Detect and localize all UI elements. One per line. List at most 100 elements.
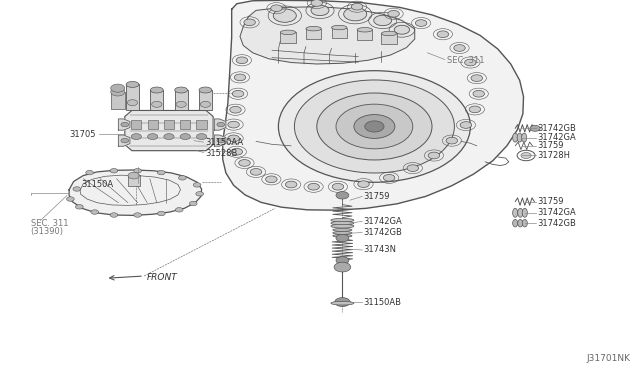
Circle shape bbox=[128, 172, 140, 179]
Circle shape bbox=[271, 5, 282, 12]
Circle shape bbox=[394, 25, 410, 34]
Circle shape bbox=[180, 134, 191, 140]
Ellipse shape bbox=[517, 133, 522, 142]
Text: 31150A: 31150A bbox=[82, 180, 114, 189]
Bar bbox=[175, 90, 188, 110]
Ellipse shape bbox=[199, 87, 212, 93]
Text: 31759: 31759 bbox=[364, 192, 390, 201]
Ellipse shape bbox=[357, 28, 372, 32]
Circle shape bbox=[285, 181, 297, 188]
Circle shape bbox=[121, 138, 129, 143]
Ellipse shape bbox=[175, 87, 188, 93]
Ellipse shape bbox=[381, 31, 397, 36]
Ellipse shape bbox=[331, 221, 354, 225]
Circle shape bbox=[200, 102, 211, 108]
Ellipse shape bbox=[513, 219, 518, 227]
Circle shape bbox=[415, 20, 427, 26]
Circle shape bbox=[446, 137, 458, 144]
Ellipse shape bbox=[333, 231, 352, 234]
Bar bbox=[332, 28, 347, 38]
Circle shape bbox=[239, 160, 250, 166]
Text: 31742GA: 31742GA bbox=[364, 217, 403, 226]
Circle shape bbox=[437, 31, 449, 38]
Circle shape bbox=[175, 208, 183, 212]
Ellipse shape bbox=[522, 208, 527, 217]
Circle shape bbox=[234, 74, 246, 81]
Text: 31742GB: 31742GB bbox=[538, 124, 577, 133]
Circle shape bbox=[147, 134, 157, 140]
Circle shape bbox=[196, 192, 204, 196]
Bar bbox=[199, 90, 212, 110]
Circle shape bbox=[311, 5, 329, 16]
Text: SEC. 311: SEC. 311 bbox=[447, 56, 484, 65]
Circle shape bbox=[110, 213, 118, 217]
Ellipse shape bbox=[513, 133, 518, 142]
Circle shape bbox=[336, 257, 349, 264]
Circle shape bbox=[244, 19, 255, 26]
Text: J31701NK: J31701NK bbox=[586, 354, 630, 363]
Polygon shape bbox=[69, 170, 202, 215]
Circle shape bbox=[110, 169, 118, 173]
Bar bbox=[196, 121, 207, 129]
Circle shape bbox=[374, 15, 392, 26]
Bar bbox=[111, 92, 125, 109]
Ellipse shape bbox=[331, 218, 354, 222]
Polygon shape bbox=[125, 110, 213, 151]
Text: 31759: 31759 bbox=[538, 197, 564, 206]
Ellipse shape bbox=[522, 133, 527, 142]
Circle shape bbox=[332, 183, 344, 190]
Circle shape bbox=[232, 90, 244, 97]
Circle shape bbox=[131, 134, 141, 140]
Circle shape bbox=[230, 106, 241, 113]
Ellipse shape bbox=[126, 81, 139, 87]
Circle shape bbox=[278, 71, 470, 182]
Text: 31150AA: 31150AA bbox=[205, 138, 243, 147]
Circle shape bbox=[134, 213, 141, 217]
Circle shape bbox=[111, 84, 125, 92]
Ellipse shape bbox=[306, 26, 321, 31]
Circle shape bbox=[471, 75, 483, 81]
Circle shape bbox=[176, 102, 186, 108]
Bar bbox=[280, 32, 296, 43]
Circle shape bbox=[351, 3, 363, 10]
Polygon shape bbox=[240, 7, 415, 64]
Bar bbox=[381, 33, 397, 44]
Circle shape bbox=[121, 122, 129, 127]
Circle shape bbox=[336, 192, 349, 199]
Bar bbox=[164, 121, 174, 129]
Circle shape bbox=[460, 122, 472, 128]
Bar bbox=[128, 175, 140, 186]
Circle shape bbox=[317, 93, 432, 160]
Circle shape bbox=[311, 0, 323, 6]
Circle shape bbox=[336, 104, 413, 149]
Ellipse shape bbox=[333, 228, 352, 231]
Circle shape bbox=[428, 152, 440, 159]
Polygon shape bbox=[214, 135, 226, 146]
Text: FRONT: FRONT bbox=[147, 273, 178, 282]
Text: 31742GA: 31742GA bbox=[538, 208, 577, 217]
Circle shape bbox=[273, 9, 296, 22]
Circle shape bbox=[383, 174, 395, 181]
Bar bbox=[306, 29, 321, 39]
Ellipse shape bbox=[333, 234, 352, 237]
Bar bbox=[131, 121, 141, 129]
Circle shape bbox=[266, 176, 277, 183]
Circle shape bbox=[152, 102, 162, 108]
Circle shape bbox=[521, 153, 531, 158]
Ellipse shape bbox=[280, 30, 296, 35]
Text: 31150AB: 31150AB bbox=[364, 298, 401, 307]
Circle shape bbox=[469, 106, 481, 113]
Text: 31705: 31705 bbox=[70, 130, 96, 139]
Ellipse shape bbox=[518, 208, 523, 217]
Circle shape bbox=[407, 165, 419, 171]
Circle shape bbox=[111, 88, 125, 96]
Circle shape bbox=[250, 169, 262, 175]
Circle shape bbox=[358, 181, 369, 187]
Circle shape bbox=[228, 135, 239, 142]
Circle shape bbox=[465, 59, 476, 66]
Text: 31743N: 31743N bbox=[364, 246, 397, 254]
Circle shape bbox=[157, 170, 165, 175]
Circle shape bbox=[388, 10, 399, 17]
Ellipse shape bbox=[150, 87, 163, 93]
Circle shape bbox=[530, 125, 540, 131]
